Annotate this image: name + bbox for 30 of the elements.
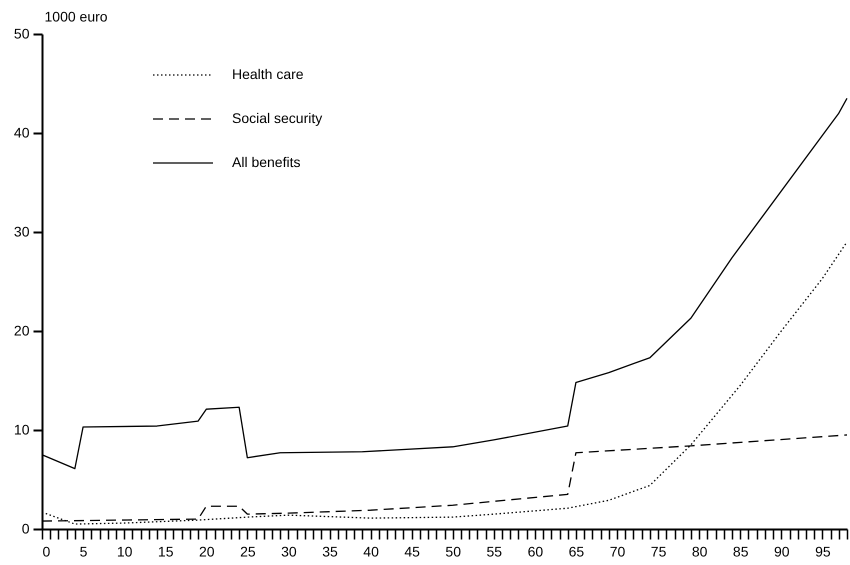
- x-tick-label: 30: [281, 544, 297, 560]
- x-tick-label: 15: [158, 544, 174, 560]
- y-tick-label: 20: [14, 322, 30, 338]
- x-tick-label: 65: [568, 544, 584, 560]
- y-tick-label: 50: [14, 26, 30, 42]
- x-tick-label: 95: [815, 544, 831, 560]
- x-tick-label: 85: [732, 544, 749, 560]
- legend-label: All benefits: [232, 154, 300, 170]
- x-tick-label: 60: [528, 544, 544, 560]
- x-tick-label: 0: [42, 544, 50, 560]
- x-tick-label: 20: [198, 544, 215, 560]
- legend-label: Social security: [232, 110, 322, 126]
- x-tick-label: 50: [445, 544, 462, 560]
- x-tick-label: 10: [116, 544, 133, 560]
- x-tick-label: 35: [322, 544, 338, 560]
- x-tick-label: 70: [610, 544, 626, 560]
- x-tick-label: 45: [404, 544, 420, 560]
- x-tick-label: 90: [774, 544, 790, 560]
- x-tick-label: 80: [692, 544, 708, 560]
- x-tick-label: 25: [240, 544, 256, 560]
- y-tick-label: 0: [22, 520, 30, 536]
- y-tick-label: 40: [14, 124, 30, 140]
- x-tick-label: 75: [650, 544, 667, 560]
- y-axis-title: 1000 euro: [44, 8, 108, 24]
- x-tick-label: 55: [486, 544, 502, 560]
- x-tick-label: 5: [80, 544, 88, 560]
- y-tick-label: 10: [14, 422, 30, 438]
- legend-label: Health care: [232, 66, 304, 82]
- y-tick-label: 30: [14, 224, 30, 240]
- x-tick-label: 40: [363, 544, 380, 560]
